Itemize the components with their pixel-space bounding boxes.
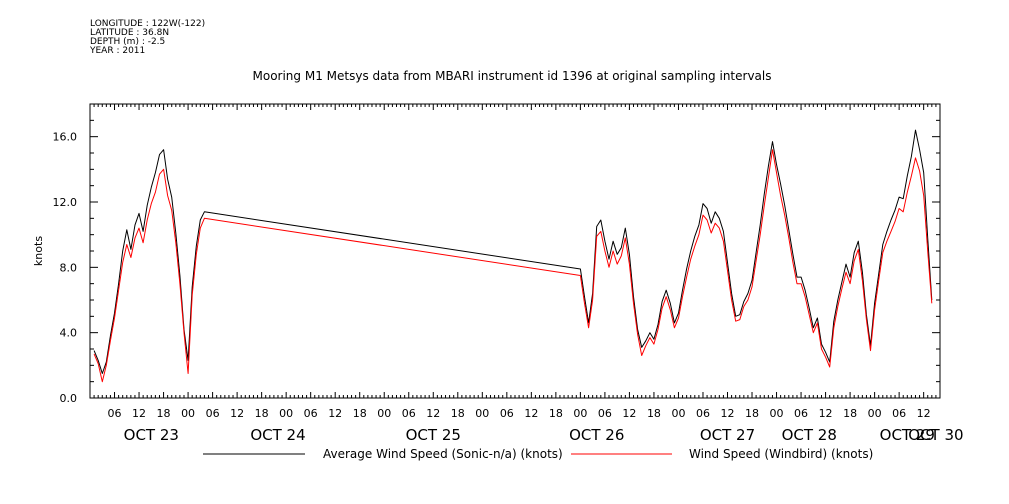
y-tick-label: 0.0 (60, 392, 78, 405)
legend-label-average: Average Wind Speed (Sonic-n/a) (knots) (323, 447, 563, 461)
x-hour-tick-label: 18 (549, 407, 563, 420)
x-hour-tick-label: 12 (230, 407, 244, 420)
x-hour-tick-label: 06 (500, 407, 514, 420)
x-hour-tick-label: 06 (696, 407, 710, 420)
x-hour-tick-label: 00 (475, 407, 489, 420)
metadata-block: LONGITUDE : 122W(-122) LATITUDE : 36.8N … (90, 20, 205, 56)
longitude-text: LONGITUDE : 122W(-122) (90, 19, 206, 29)
y-tick-label: 4.0 (60, 327, 78, 340)
x-hour-tick-label: 06 (892, 407, 906, 420)
y-tick-label: 12.0 (53, 196, 78, 209)
x-hour-tick-label: 12 (426, 407, 440, 420)
x-hour-tick-label: 12 (132, 407, 146, 420)
x-date-label: OCT 29 (880, 426, 935, 444)
x-hour-tick-label: 06 (794, 407, 808, 420)
x-hour-tick-label: 18 (451, 407, 465, 420)
x-hour-tick-label: 12 (721, 407, 735, 420)
x-hour-tick-label: 00 (671, 407, 685, 420)
x-hour-tick-labels: 06 12 18 00 06 12 18 00 06 12 18 00 06 12 18 00 06 12 18 00… (108, 407, 931, 420)
x-hour-tick-label: 18 (647, 407, 661, 420)
year-text: YEAR : 2011 (90, 46, 146, 56)
x-date-label: OCT 24 (250, 426, 305, 444)
series-line-windbird-wind-speed (93, 149, 933, 383)
x-date-labels: OCT 23 OCT 24 OCT 25 OCT 26 OCT 27 OCT 28 OCT … (124, 426, 964, 444)
x-hour-tick-label: 00 (770, 407, 784, 420)
x-hour-tick-label: 18 (353, 407, 367, 420)
x-hour-tick-label: 00 (279, 407, 293, 420)
y-tick-label: 16.0 (53, 131, 78, 144)
depth-text: DEPTH (m) : -2.5 (90, 37, 166, 47)
x-hour-tick-label: 12 (328, 407, 342, 420)
axis-ticks (89, 103, 941, 399)
x-hour-tick-label: 12 (917, 407, 931, 420)
x-hour-tick-label: 12 (819, 407, 833, 420)
x-hour-tick-label: 00 (377, 407, 391, 420)
series-line-average-wind-speed (93, 129, 933, 374)
x-hour-tick-label: 06 (598, 407, 612, 420)
x-hour-tick-label: 00 (868, 407, 882, 420)
x-hour-tick-label: 18 (157, 407, 171, 420)
plot-frame (89, 103, 941, 399)
chart-title: Mooring M1 Metsys data from MBARI instru… (253, 69, 772, 83)
x-hour-tick-label: 06 (206, 407, 220, 420)
x-hour-tick-label: 18 (255, 407, 269, 420)
y-tick-label: 8.0 (60, 261, 78, 274)
x-date-label: OCT 23 (124, 426, 179, 444)
latitude-text: LATITUDE : 36.8N (90, 28, 170, 38)
legend-label-windbird: Wind Speed (Windbird) (knots) (689, 447, 873, 461)
x-hour-tick-label: 18 (843, 407, 857, 420)
x-hour-tick-label: 06 (304, 407, 318, 420)
y-axis-label: knots (32, 236, 45, 266)
x-date-label: OCT 26 (569, 426, 624, 444)
x-hour-tick-label: 12 (524, 407, 538, 420)
series-lines (93, 129, 933, 383)
x-hour-tick-label: 06 (108, 407, 122, 420)
x-date-label: OCT 25 (406, 426, 461, 444)
legend: Average Wind Speed (Sonic-n/a) (knots) W… (203, 447, 873, 461)
x-date-label: OCT 30 (908, 426, 963, 444)
x-hour-tick-label: 06 (402, 407, 416, 420)
x-hour-tick-label: 00 (181, 407, 195, 420)
x-hour-tick-label: 18 (745, 407, 759, 420)
x-date-label: OCT 28 (782, 426, 837, 444)
x-hour-tick-label: 12 (622, 407, 636, 420)
y-tick-labels: 0.0 4.0 8.0 12.0 16.0 (53, 131, 78, 405)
x-date-label: OCT 27 (700, 426, 755, 444)
x-hour-tick-label: 00 (573, 407, 587, 420)
